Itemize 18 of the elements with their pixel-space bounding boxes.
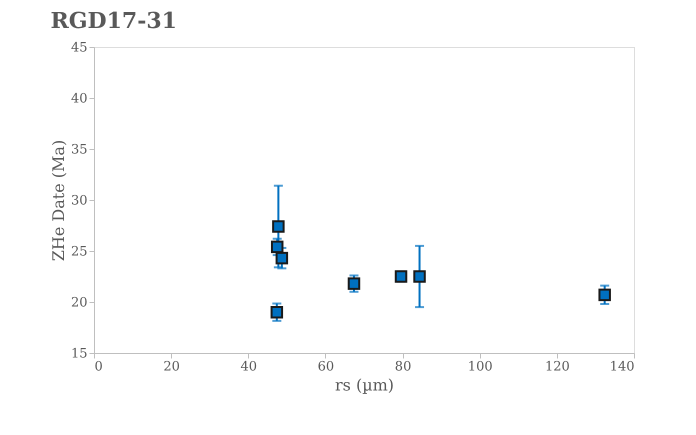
- y-tick-label: 30: [70, 194, 88, 208]
- y-tick-label: 35: [70, 142, 88, 158]
- y-axis-title: ZHe Date (Ma): [48, 140, 68, 262]
- x-axis-title: rs (µm): [335, 376, 394, 394]
- y-tick-label: 40: [70, 92, 88, 106]
- x-tick-label: 0: [94, 360, 103, 374]
- y-tick-label: 20: [70, 296, 88, 310]
- y-tick-label: 45: [70, 40, 88, 56]
- x-tick-label: 40: [240, 360, 258, 374]
- chart-title: RGD17-31: [50, 8, 177, 34]
- x-tick-label: 80: [394, 360, 412, 374]
- y-tick-label: 25: [70, 244, 88, 260]
- x-tick-label: 100: [468, 360, 493, 374]
- x-tick-label: 120: [544, 360, 570, 374]
- x-tick-label: 60: [318, 360, 334, 374]
- x-tick-label: 20: [163, 360, 180, 374]
- x-tick-label: 140: [610, 360, 634, 374]
- y-tick-label: 15: [70, 346, 88, 362]
